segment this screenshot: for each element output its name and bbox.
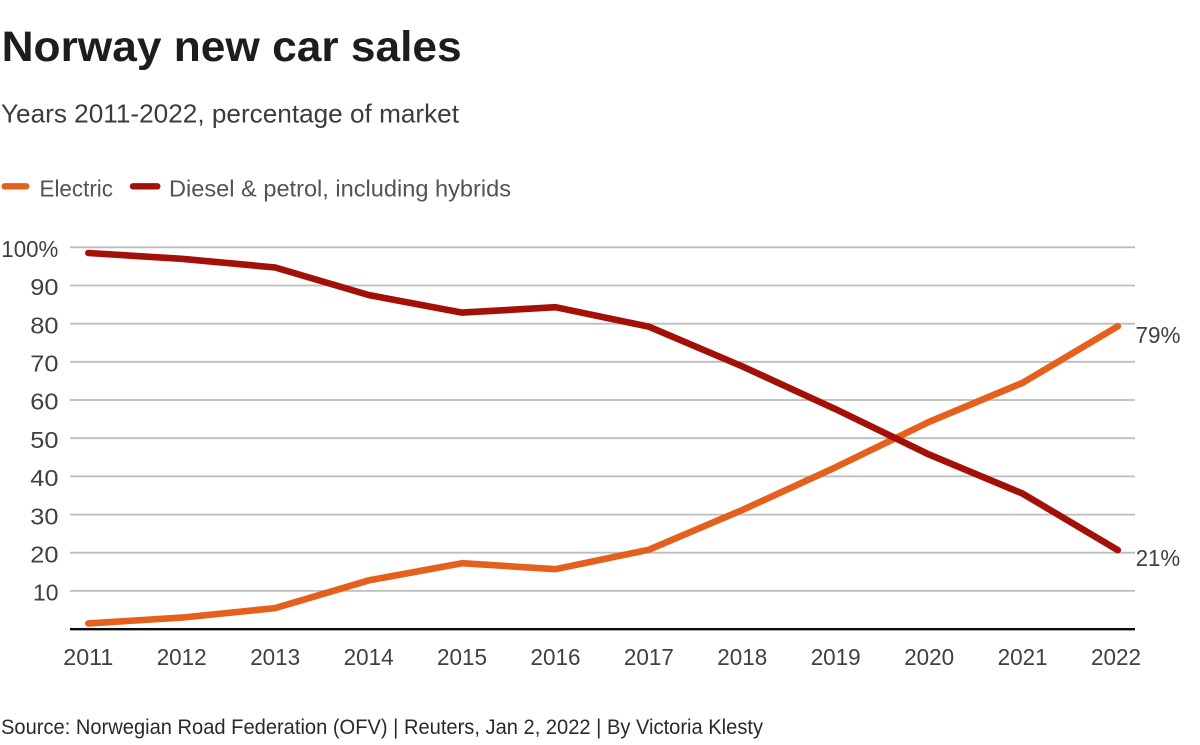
svg-text:2017: 2017: [624, 644, 674, 670]
svg-text:2022: 2022: [1091, 644, 1141, 670]
svg-text:40: 40: [30, 465, 58, 491]
svg-text:80: 80: [30, 312, 58, 338]
svg-text:21%: 21%: [1136, 545, 1181, 571]
svg-text:10: 10: [33, 580, 59, 606]
svg-text:Diesel & petrol, including hyb: Diesel & petrol, including hybrids: [169, 176, 511, 202]
svg-text:50: 50: [30, 427, 58, 453]
svg-text:2013: 2013: [250, 644, 300, 670]
svg-text:2018: 2018: [717, 644, 767, 670]
svg-text:79%: 79%: [1136, 322, 1181, 348]
svg-text:2021: 2021: [998, 644, 1048, 670]
svg-text:70: 70: [30, 351, 58, 377]
svg-text:2020: 2020: [904, 644, 954, 670]
svg-text:2019: 2019: [811, 644, 861, 670]
svg-text:Years 2011-2022, percentage of: Years 2011-2022, percentage of market: [1, 98, 460, 128]
svg-text:60: 60: [30, 389, 58, 415]
svg-text:2012: 2012: [157, 644, 207, 670]
svg-text:2014: 2014: [344, 644, 394, 670]
svg-text:2016: 2016: [531, 644, 581, 670]
svg-text:100%: 100%: [1, 236, 58, 262]
svg-text:20: 20: [30, 541, 58, 567]
svg-text:2011: 2011: [63, 644, 113, 670]
svg-text:Norway new car sales: Norway new car sales: [2, 23, 462, 71]
svg-text:Source: Norwegian Road Federat: Source: Norwegian Road Federation (OFV) …: [1, 716, 763, 739]
svg-text:Electric: Electric: [40, 176, 114, 202]
svg-text:2015: 2015: [437, 644, 487, 670]
svg-text:90: 90: [30, 274, 58, 300]
svg-text:30: 30: [30, 503, 58, 529]
